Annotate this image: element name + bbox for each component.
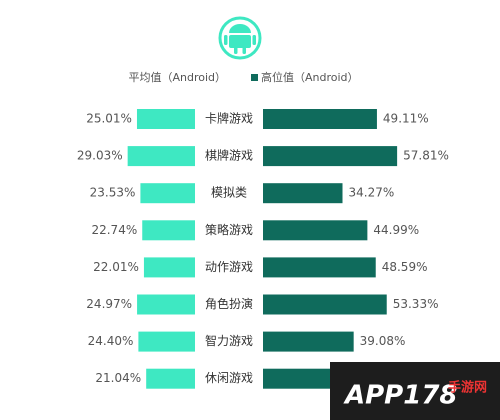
value-label: 44.99% xyxy=(373,223,419,237)
bar xyxy=(127,146,195,167)
watermark-brand: APP178 xyxy=(343,381,458,411)
bar xyxy=(136,109,195,129)
bar xyxy=(263,257,376,278)
value-label: 23.53% xyxy=(90,186,136,200)
value-label: 22.01% xyxy=(93,260,139,274)
bar xyxy=(137,294,195,315)
legend-label: 平均值（Android） xyxy=(128,71,226,84)
category-label: 卡牌游戏 xyxy=(205,112,253,126)
watermark: APP178 手游网 xyxy=(330,362,500,420)
bar xyxy=(263,294,387,315)
value-label: 22.74% xyxy=(91,223,137,237)
bar xyxy=(263,109,377,129)
value-label: 29.03% xyxy=(77,149,123,163)
watermark-site: 手游网 xyxy=(448,380,487,396)
category-label: 智力游戏 xyxy=(205,333,253,348)
value-label: 21.04% xyxy=(95,371,141,385)
legend-label: 高位值（Android） xyxy=(261,70,359,84)
bar xyxy=(263,146,398,167)
value-label: 25.01% xyxy=(86,112,132,126)
value-label: 53.33% xyxy=(393,297,439,311)
value-label: 57.81% xyxy=(403,149,449,163)
bar xyxy=(263,331,354,352)
value-label: 34.27% xyxy=(349,186,395,200)
bar xyxy=(263,183,343,204)
category-label: 模拟类 xyxy=(211,186,247,200)
category-label: 策略游戏 xyxy=(205,222,253,237)
value-label: 24.40% xyxy=(88,334,134,348)
bar xyxy=(263,220,368,241)
value-label: 39.08% xyxy=(360,334,406,348)
bar xyxy=(140,183,195,204)
value-label: 49.11% xyxy=(383,112,429,126)
value-label: 48.59% xyxy=(382,260,428,274)
bar xyxy=(143,257,195,278)
bar xyxy=(142,220,195,241)
bar xyxy=(146,368,195,389)
bar xyxy=(138,331,195,352)
category-label: 棋牌游戏 xyxy=(205,149,253,163)
category-label: 角色扮演 xyxy=(205,296,253,311)
category-label: 休闲游戏 xyxy=(205,371,253,385)
value-label: 24.97% xyxy=(86,297,132,311)
legend-swatch xyxy=(251,74,258,81)
android-icon xyxy=(218,16,262,60)
category-label: 动作游戏 xyxy=(205,260,253,274)
